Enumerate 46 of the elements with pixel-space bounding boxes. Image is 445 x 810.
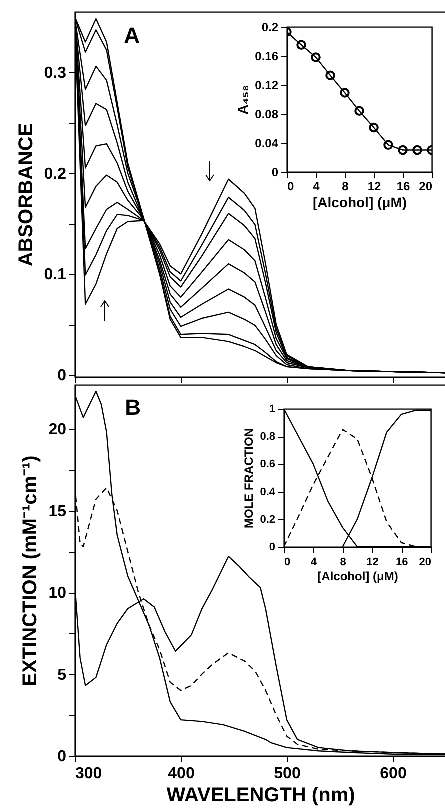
y-tick-label: 0.12 [255, 78, 279, 92]
y-tick-label: 5 [58, 666, 67, 684]
x-axis-title: [Alcohol] (μM) [318, 570, 398, 584]
x-tick-label: 4 [313, 180, 320, 194]
x-tick-label: 600 [380, 766, 407, 782]
x-tick-label: 20 [419, 180, 433, 194]
x-tick-label: 4 [310, 556, 318, 568]
y-axis-title: ABSORBANCE [15, 123, 38, 267]
annotation: A [124, 23, 140, 48]
y-tick-label: 0.2 [260, 514, 276, 526]
y-tick-label: 20 [48, 422, 67, 439]
x-tick-label: 20 [419, 556, 432, 568]
x-tick-label: 300 [76, 766, 102, 782]
x-tick-label: 16 [396, 556, 408, 568]
y-tick-label: 0.3 [44, 64, 67, 82]
y-axis-title: EXTINCTION (mM⁻¹cm⁻¹) [20, 456, 42, 686]
y-tick-label: 0.16 [255, 50, 279, 64]
y-tick-label: 10 [48, 585, 67, 602]
y-tick-label: 0.6 [260, 458, 276, 471]
y-tick-label: 1 [269, 404, 276, 416]
y-tick-label: 0 [269, 542, 276, 554]
annotation: B [125, 395, 141, 420]
y-tick-label: 15 [48, 503, 67, 520]
x-tick-label: 8 [340, 556, 346, 568]
x-tick-label: 400 [168, 766, 195, 782]
x-tick-label: 500 [274, 766, 301, 782]
x-tick-label: 12 [366, 556, 379, 568]
y-tick-label: 0.4 [260, 486, 276, 498]
y-tick-label: 0 [58, 748, 67, 766]
y-tick-label: 0.08 [255, 108, 279, 122]
y-tick-label: 0 [58, 367, 67, 384]
y-axis-title: MOLE FRACTION [242, 428, 256, 528]
x-tick-label: 0 [288, 180, 294, 194]
y-tick-label: 0.2 [44, 166, 67, 183]
y-tick-label: 0.04 [255, 136, 279, 150]
x-tick-label: 0 [284, 556, 291, 568]
y-tick-label: 0 [272, 166, 279, 180]
x-tick-label: 16 [396, 180, 410, 194]
x-axis-title: [Alcohol] (μM) [312, 194, 408, 210]
x-tick-label: 12 [368, 180, 382, 194]
y-tick-label: 0.1 [44, 266, 67, 284]
y-tick-label: 0.2 [262, 20, 279, 34]
y-axis-title: A₄₅₈ [235, 85, 252, 115]
x-tick-label: 8 [342, 180, 350, 194]
y-tick-label: 0.8 [260, 431, 276, 444]
x-axis-title: WAVELENGTH (nm) [166, 784, 356, 806]
